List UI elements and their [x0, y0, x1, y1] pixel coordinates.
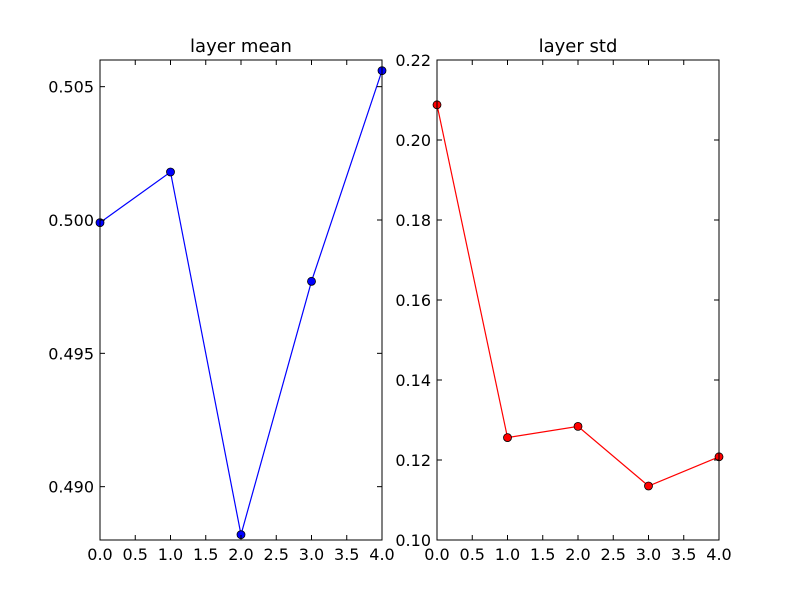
x-tick-label: 2.5 [601, 545, 626, 564]
y-tick-label: 0.495 [48, 344, 94, 363]
x-tick-label: 0.0 [424, 545, 449, 564]
plot-frame [436, 59, 720, 541]
y-tick-label: 0.22 [395, 51, 431, 70]
y-tick-label: 0.505 [48, 78, 94, 97]
y-tick-label: 0.14 [395, 371, 431, 390]
chart-title: layer mean [190, 36, 292, 57]
y-tick-label: 0.490 [48, 478, 94, 497]
data-point [307, 276, 316, 286]
x-tick-label: 2.0 [228, 545, 253, 564]
x-tick-label: 3.5 [334, 545, 359, 564]
x-tick-label: 4.0 [706, 545, 731, 564]
x-tick-label: 4.0 [369, 545, 394, 564]
x-tick-label: 1.0 [495, 545, 520, 564]
chart-title: layer std [539, 36, 618, 57]
data-point [573, 421, 583, 431]
x-tick-label: 3.0 [636, 545, 661, 564]
x-tick-label: 1.0 [158, 545, 183, 564]
data-point [166, 167, 175, 177]
x-tick-label: 0.0 [87, 545, 112, 564]
x-tick-label: 3.5 [671, 545, 696, 564]
y-tick-label: 0.500 [48, 211, 94, 230]
plot-frame [99, 59, 383, 541]
y-tick-label: 0.20 [395, 131, 431, 150]
x-tick-label: 1.5 [193, 545, 218, 564]
data-point [644, 481, 653, 491]
y-tick-label: 0.12 [395, 451, 431, 470]
series-line [99, 70, 383, 535]
chart-panel-layer-mean: layer mean 0.0 0.5 1.0 1.5 2.0 2.5 3.0 3.5 4.0 0.… [48, 36, 395, 564]
x-tick-label: 1.5 [530, 545, 555, 564]
x-tick-label: 2.5 [264, 545, 289, 564]
x-tick-label: 2.0 [565, 545, 590, 564]
x-tick-label: 3.0 [299, 545, 324, 564]
y-tick-label: 0.18 [395, 211, 431, 230]
chart-panel-layer-std: layer std 0.0 0.5 1.0 1.5 2.0 2.5 3.0 3.5 4.0 0.1… [395, 36, 731, 564]
y-tick-label: 0.10 [395, 531, 431, 550]
x-tick-label: 0.5 [123, 545, 148, 564]
x-tick-label: 0.5 [460, 545, 485, 564]
y-tick-label: 0.16 [395, 291, 431, 310]
data-point [503, 433, 512, 443]
